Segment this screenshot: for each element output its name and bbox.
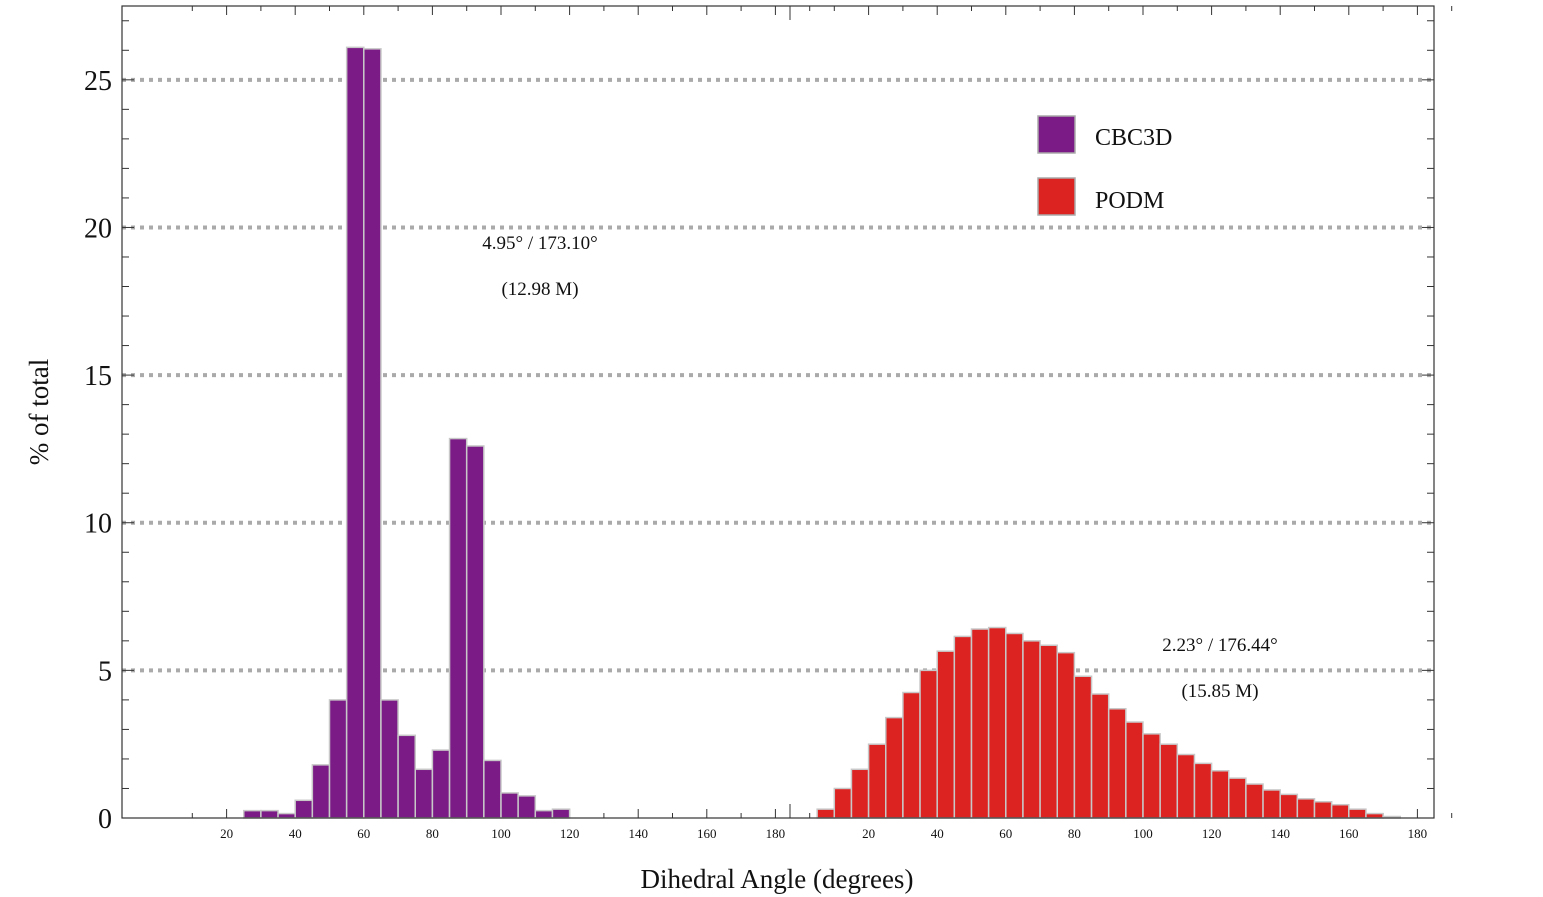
x-tick-labels: 20 40 60 80 100 120 140 160 180 20 40 60 80 100 120 140… — [220, 826, 1427, 841]
plot-frame — [121, 5, 1435, 819]
bar-podm-55 — [987, 626, 1007, 819]
bar-cbc3d-105 — [517, 795, 537, 819]
annotation-podm: 2.23° / 176.44° (15.85 M) — [1162, 635, 1277, 702]
x-tick-label-podm-80: 80 — [1068, 826, 1081, 841]
x-tick-label-cbc3d-160: 160 — [697, 826, 717, 841]
bar-podm-160 — [1348, 808, 1367, 819]
gridlines — [122, 77, 1434, 673]
bar-cbc3d-50 — [328, 699, 348, 819]
legend-label-cbc3d: CBC3D — [1095, 125, 1172, 151]
bar-cbc3d-65 — [380, 699, 399, 819]
bar-podm-25 — [885, 716, 904, 819]
bar-cbc3d-95 — [483, 759, 502, 819]
bar-podm-155 — [1330, 803, 1350, 819]
bar-podm-65 — [1022, 640, 1041, 819]
x-tick-label-cbc3d-60: 60 — [357, 826, 370, 841]
bar-cbc3d-30 — [260, 809, 279, 819]
bar-podm-35 — [919, 669, 938, 819]
x-tick-label-cbc3d-40: 40 — [289, 826, 302, 841]
bar-podm-120 — [1210, 770, 1230, 819]
bar-cbc3d-90 — [465, 445, 485, 819]
bar-cbc3d-55 — [345, 46, 365, 819]
bar-cbc3d-100 — [500, 792, 519, 819]
annotation-podm-angles: 2.23° / 176.44° — [1162, 635, 1277, 656]
legend-swatch-cbc3d — [1037, 115, 1076, 154]
x-tick-label-podm-180: 180 — [1408, 826, 1428, 841]
x-tick-label-podm-120: 120 — [1202, 826, 1222, 841]
annotation-cbc3d-count: (12.98 M) — [501, 279, 578, 300]
bar-cbc3d-75 — [414, 768, 434, 819]
bar-podm-20 — [867, 743, 887, 819]
bar-podm-90 — [1107, 707, 1127, 819]
bar-podm-130 — [1245, 783, 1264, 819]
bar-cbc3d-110 — [534, 809, 554, 819]
y-axis-label: % of total — [24, 359, 54, 465]
bar-podm-40 — [936, 650, 956, 819]
bar-podm-125 — [1228, 777, 1247, 819]
y-tick-label-15: 15 — [84, 361, 112, 392]
bar-cbc3d-80 — [431, 749, 451, 819]
x-tick-label-cbc3d-180: 180 — [766, 826, 786, 841]
bar-podm-110 — [1176, 753, 1196, 819]
y-tick-label-10: 10 — [84, 509, 112, 540]
y-tick-label-25: 25 — [84, 66, 112, 97]
bar-podm-45 — [953, 635, 973, 819]
bar-podm-80 — [1073, 675, 1093, 819]
annotation-podm-count: (15.85 M) — [1181, 681, 1258, 702]
bar-podm-115 — [1193, 762, 1213, 819]
bar-cbc3d-25 — [243, 809, 262, 819]
bar-cbc3d-70 — [397, 734, 417, 819]
bar-cbc3d-35 — [277, 812, 296, 819]
bar-cbc3d-45 — [311, 764, 331, 819]
y-tick-label-0: 0 — [98, 804, 112, 835]
bar-podm-140 — [1279, 793, 1299, 819]
x-tick-label-cbc3d-120: 120 — [560, 826, 580, 841]
bar-podm-150 — [1313, 801, 1333, 819]
x-tick-label-cbc3d-140: 140 — [628, 826, 648, 841]
bar-podm-15 — [850, 768, 870, 819]
bar-cbc3d-85 — [448, 437, 468, 819]
annotation-cbc3d-angles: 4.95° / 173.10° — [482, 233, 597, 254]
bar-podm-50 — [970, 628, 990, 819]
bar-podm-145 — [1296, 798, 1316, 819]
bar-podm-100 — [1142, 733, 1161, 819]
legend-label-podm: PODM — [1095, 188, 1164, 214]
legend-swatch-podm — [1037, 177, 1076, 216]
x-tick-label-podm-100: 100 — [1133, 826, 1153, 841]
y-tick-labels: 0 5 10 15 20 25 — [84, 66, 112, 835]
bar-podm-135 — [1262, 789, 1281, 819]
y-tick-label-20: 20 — [84, 213, 112, 244]
bar-cbc3d-115 — [551, 808, 571, 819]
bar-podm-30 — [902, 691, 921, 819]
x-tick-label-podm-60: 60 — [999, 826, 1012, 841]
bar-podm-95 — [1125, 721, 1144, 819]
y-tick-label-5: 5 — [98, 656, 112, 687]
bar-podm-75 — [1056, 651, 1076, 819]
bar-podm-10 — [833, 787, 853, 819]
x-tick-label-podm-20: 20 — [862, 826, 875, 841]
x-tick-label-cbc3d-80: 80 — [426, 826, 439, 841]
bar-podm-70 — [1039, 644, 1058, 819]
annotation-cbc3d: 4.95° / 173.10° (12.98 M) — [482, 233, 597, 300]
bar-podm-5 — [816, 808, 836, 819]
x-tick-label-podm-140: 140 — [1270, 826, 1290, 841]
x-tick-label-podm-40: 40 — [931, 826, 944, 841]
x-tick-label-podm-160: 160 — [1339, 826, 1359, 841]
x-axis-label: Dihedral Angle (degrees) — [641, 864, 914, 894]
bar-podm-85 — [1090, 693, 1110, 819]
bar-cbc3d-60 — [363, 48, 382, 819]
x-tick-label-cbc3d-20: 20 — [220, 826, 233, 841]
bar-cbc3d-40 — [294, 799, 314, 819]
bar-podm-60 — [1005, 632, 1024, 819]
bars — [243, 46, 1401, 819]
legend: CBC3D PODM — [1037, 115, 1172, 216]
x-tick-label-cbc3d-100: 100 — [491, 826, 511, 841]
bar-podm-165 — [1365, 812, 1384, 819]
bar-podm-105 — [1159, 743, 1179, 819]
